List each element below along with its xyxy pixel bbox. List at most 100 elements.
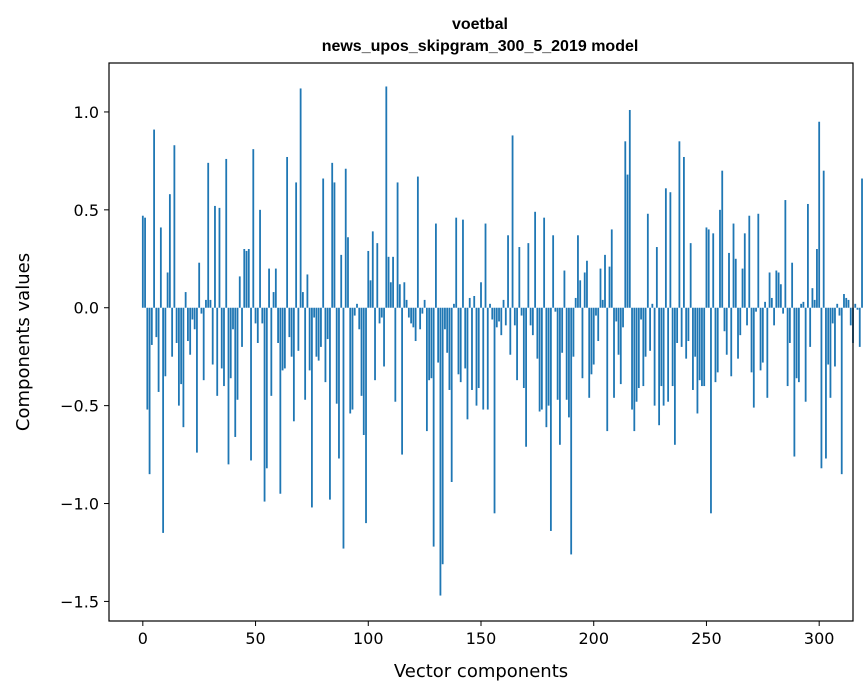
bar [613, 307, 615, 398]
bar [374, 307, 376, 381]
x-tick-label: 100 [353, 629, 384, 648]
bar [676, 307, 679, 343]
bar [791, 262, 794, 308]
bar [615, 307, 618, 322]
bar [601, 299, 604, 308]
bar [739, 307, 742, 336]
bar [777, 272, 780, 308]
bar [471, 307, 473, 390]
bar [838, 307, 841, 316]
bar [687, 307, 690, 342]
x-tick-label: 300 [804, 629, 835, 648]
bar [660, 307, 663, 387]
bar [561, 307, 564, 353]
bar [858, 307, 861, 347]
bar [444, 307, 446, 330]
bar [288, 307, 291, 338]
bar [768, 272, 771, 308]
bar [680, 307, 683, 347]
bar [667, 307, 670, 402]
bar [748, 215, 751, 308]
bar [166, 272, 169, 308]
bar [518, 247, 521, 308]
bar [504, 307, 507, 326]
bar [225, 158, 228, 308]
bar [407, 307, 410, 318]
bar [746, 307, 748, 326]
bar [782, 307, 785, 314]
y-axis-label: Components values [13, 253, 34, 431]
bar [653, 307, 656, 406]
bar [849, 307, 852, 326]
bar [387, 256, 390, 308]
bar [516, 307, 518, 381]
bar [211, 307, 214, 365]
bar [184, 292, 187, 308]
bar [229, 307, 232, 379]
bar [191, 307, 194, 320]
bar [761, 307, 764, 363]
bar [705, 227, 708, 308]
bar [141, 215, 144, 308]
bar [209, 299, 212, 308]
bar [198, 262, 201, 308]
bar [829, 307, 832, 398]
bar [797, 307, 800, 383]
bar [628, 109, 631, 308]
bar [164, 307, 167, 377]
bar [703, 307, 706, 387]
bar [827, 307, 830, 365]
bar [788, 307, 791, 343]
bar [843, 294, 845, 308]
bar [685, 307, 688, 359]
bar [340, 254, 343, 308]
bar [522, 307, 525, 389]
bar [586, 260, 588, 308]
bar [200, 307, 203, 314]
bar [531, 307, 534, 336]
bar [595, 307, 597, 316]
bar [369, 280, 372, 308]
bar [813, 299, 816, 308]
bar [509, 307, 512, 355]
bar [678, 141, 681, 308]
bar [766, 307, 769, 398]
bar [419, 307, 422, 330]
bar [220, 307, 223, 369]
bar [556, 307, 559, 400]
bar [468, 297, 471, 308]
bar [394, 307, 397, 402]
bar [333, 182, 336, 308]
bar [664, 188, 667, 308]
bar [669, 192, 672, 308]
bar [193, 307, 196, 330]
bar [475, 307, 478, 406]
bar [315, 307, 318, 357]
bar [543, 217, 546, 308]
bar [423, 299, 426, 308]
bar [820, 307, 823, 469]
bar [811, 288, 814, 308]
bar [320, 307, 322, 347]
bar [196, 307, 198, 453]
bar [773, 307, 775, 326]
bar [482, 307, 485, 410]
bar [232, 307, 234, 330]
bar [457, 307, 460, 375]
bar [610, 229, 613, 308]
bar [446, 307, 449, 353]
bar [295, 182, 298, 308]
bar [493, 307, 496, 514]
bar [297, 307, 300, 351]
x-axis-label: Vector components [394, 661, 568, 682]
bar [380, 307, 383, 318]
bar [410, 307, 413, 324]
bar [416, 176, 419, 308]
bar [856, 307, 859, 310]
bar [673, 307, 676, 445]
bar [568, 307, 570, 418]
bar [545, 307, 548, 428]
bar [800, 303, 803, 308]
bar [279, 307, 282, 494]
bar [854, 303, 857, 308]
